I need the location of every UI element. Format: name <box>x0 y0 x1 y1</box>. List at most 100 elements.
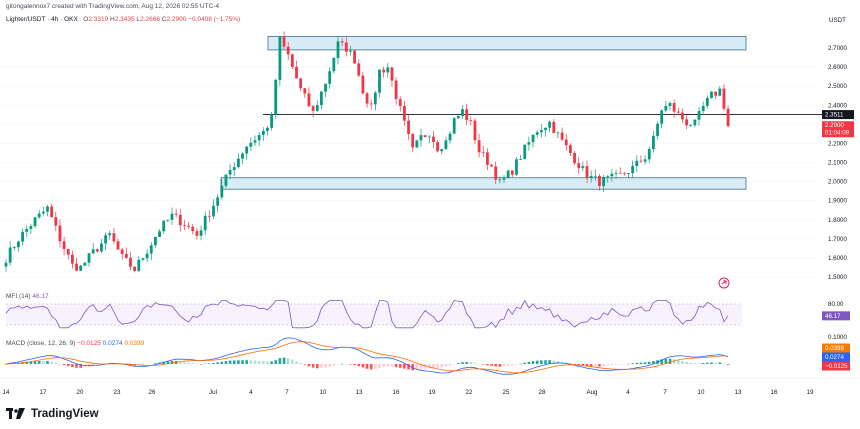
macd-histogram-bar <box>220 361 224 364</box>
macd-histogram-bar <box>166 361 170 364</box>
candle <box>510 170 514 178</box>
candle-body <box>62 241 66 249</box>
candle-body <box>701 105 705 112</box>
legend-low: 2.2666 <box>140 16 160 23</box>
macd-histogram-bar <box>270 361 273 364</box>
candle <box>527 136 531 151</box>
macd-histogram-bar <box>33 361 37 364</box>
candle-body <box>423 135 427 137</box>
macd-histogram-bar <box>191 363 195 364</box>
macd-label[interactable]: MACD (close, 12, 26, 9) <box>6 340 76 347</box>
price-tick-label: 1.5000 <box>828 274 847 281</box>
macd-histogram-bar <box>697 363 701 364</box>
tradingview-logo[interactable]: TradingView <box>6 405 99 423</box>
macd-histogram-bar <box>315 364 319 369</box>
candle-body <box>398 99 402 106</box>
candle-body <box>266 127 269 131</box>
candle <box>311 104 315 118</box>
date-tick-label: 26 <box>149 389 156 396</box>
candle-body <box>104 235 107 244</box>
candle <box>672 99 676 118</box>
candle-body <box>593 175 597 177</box>
macd-histogram-bar <box>706 362 709 364</box>
candle <box>91 242 95 255</box>
candle <box>237 153 240 169</box>
candle <box>490 163 493 167</box>
candle-body <box>340 41 344 43</box>
macd-histogram-bar <box>639 362 643 364</box>
candle <box>116 238 120 250</box>
candle <box>357 59 361 78</box>
macd-histogram-bar <box>154 363 157 364</box>
candle <box>220 179 224 200</box>
macd-histogram-bar <box>419 364 423 370</box>
legend-symbol[interactable]: Lighter/USDT <box>6 16 46 23</box>
candle-body <box>257 135 261 141</box>
candle <box>394 77 398 105</box>
candle-body <box>705 97 709 106</box>
macd-histogram-bar <box>457 363 460 364</box>
date-tick-label: 4 <box>626 389 630 396</box>
candle <box>556 131 560 139</box>
price-axis[interactable]: 2.70002.60002.50002.40002.30002.20002.10… <box>828 45 847 281</box>
macd-histogram-bar <box>710 362 713 364</box>
candle-body <box>303 88 307 94</box>
candle-body <box>29 226 33 229</box>
replay-icon[interactable] <box>718 277 730 289</box>
candle <box>697 106 701 126</box>
candle-body <box>145 253 149 259</box>
macd-histogram-bar <box>66 364 70 367</box>
macd-histogram-bar <box>531 361 535 364</box>
candle-body <box>614 172 618 174</box>
last-price-tag: 2.2900 01:04:09 <box>822 121 854 138</box>
candle <box>241 152 244 164</box>
macd-histogram-bar <box>299 363 302 364</box>
macd-histogram-bar <box>502 364 506 367</box>
candle <box>714 91 718 99</box>
candle <box>676 107 680 115</box>
mfi-label[interactable]: MFI (14) <box>6 293 31 300</box>
candle-body <box>598 175 601 187</box>
candle-body <box>452 118 456 134</box>
macd-histogram-bar <box>324 364 327 368</box>
candle-body <box>477 140 481 153</box>
macd-histogram-bar <box>382 364 385 368</box>
candle <box>552 118 556 134</box>
candle <box>386 63 390 78</box>
date-tick-label: 10 <box>320 389 327 396</box>
candle <box>585 160 589 183</box>
candle-body <box>274 79 278 115</box>
macd-histogram-bar <box>282 357 286 364</box>
macd-histogram-bar <box>473 362 477 364</box>
macd-histogram-bar <box>411 364 414 371</box>
date-tick-label: Jul <box>209 389 217 396</box>
legend-timeframe[interactable]: 4h <box>51 16 59 23</box>
macd-histogram-bar <box>340 363 344 365</box>
candle-body <box>344 42 348 52</box>
macd-signal-line <box>5 341 729 374</box>
symbol-legend: Lighter/USDT · 4h · OKX O2.3319 H2.3435 … <box>6 16 241 23</box>
mfi-level-label: 80.00 <box>828 301 844 308</box>
macd-histogram-bar <box>660 359 663 364</box>
macd-histogram-bar <box>440 364 444 368</box>
candle-body <box>365 93 369 104</box>
candle-body <box>618 172 622 174</box>
candle-body <box>502 177 506 180</box>
date-axis[interactable]: 14 17 20 23 26 Jul 4 7 10 13 16 19 22 25 28 Aug 4 7 10 13 16… <box>3 389 814 396</box>
candle-body <box>718 88 722 96</box>
candle <box>465 103 469 126</box>
candle <box>154 236 157 248</box>
candle-body <box>320 91 323 106</box>
candle <box>29 223 33 234</box>
macd-histogram-bar <box>444 364 448 367</box>
macd-histogram-bar <box>602 364 605 367</box>
candle-body <box>228 169 232 175</box>
candle <box>681 108 684 124</box>
macd-histogram-bar <box>515 364 518 365</box>
macd-hist-value: −0.0125 <box>77 340 101 347</box>
candle <box>643 155 647 165</box>
date-tick-label: 14 <box>3 389 10 396</box>
macd-histogram-bar <box>523 362 527 364</box>
date-tick-label: 23 <box>114 389 121 396</box>
